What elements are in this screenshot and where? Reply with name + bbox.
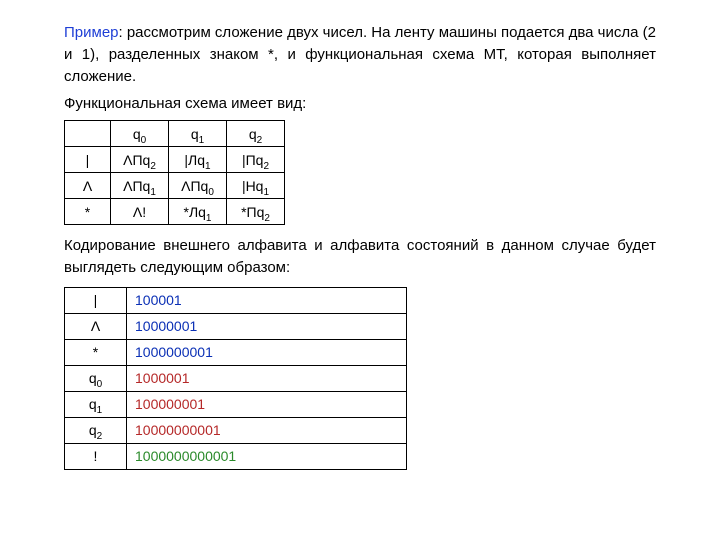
coding-value: 1000001 xyxy=(127,365,407,391)
table-row: q0 1000001 xyxy=(65,365,407,391)
schema-cell: |Нq1 xyxy=(227,173,285,199)
table-row: q1 100000001 xyxy=(65,391,407,417)
page: Пример: рассмотрим сложение двух чисел. … xyxy=(0,0,720,494)
schema-cell: Λ xyxy=(65,173,111,199)
schema-caption: Функциональная схема имеет вид: xyxy=(64,95,656,112)
schema-cell: *Лq1 xyxy=(169,199,227,225)
table-row: Λ 10000001 xyxy=(65,313,407,339)
table-row: | ΛПq2 |Лq1 |Пq2 xyxy=(65,147,285,173)
schema-cell: Λ! xyxy=(111,199,169,225)
coding-value: 1000000001 xyxy=(127,339,407,365)
table-row: * 1000000001 xyxy=(65,339,407,365)
intro-paragraph: Пример: рассмотрим сложение двух чисел. … xyxy=(64,22,656,87)
schema-header-cell: q2 xyxy=(227,121,285,147)
coding-key: | xyxy=(65,287,127,313)
coding-value: 100001 xyxy=(127,287,407,313)
table-row: * Λ! *Лq1 *Пq2 xyxy=(65,199,285,225)
coding-value: 10000000001 xyxy=(127,417,407,443)
schema-cell: | xyxy=(65,147,111,173)
coding-key: Λ xyxy=(65,313,127,339)
schema-header-cell xyxy=(65,121,111,147)
example-label: Пример xyxy=(64,24,119,41)
table-row: ! 1000000000001 xyxy=(65,443,407,469)
schema-cell: * xyxy=(65,199,111,225)
coding-value: 10000001 xyxy=(127,313,407,339)
coding-key: * xyxy=(65,339,127,365)
table-row: | 100001 xyxy=(65,287,407,313)
schema-cell: ΛПq0 xyxy=(169,173,227,199)
schema-table: q0 q1 q2 | ΛПq2 |Лq1 |Пq2 Λ ΛПq1 ΛПq0 |Н… xyxy=(64,120,285,225)
table-row: Λ ΛПq1 ΛПq0 |Нq1 xyxy=(65,173,285,199)
schema-header-cell: q0 xyxy=(111,121,169,147)
schema-cell: ΛПq1 xyxy=(111,173,169,199)
intro-text: : рассмотрим сложение двух чисел. На лен… xyxy=(64,24,656,85)
coding-paragraph: Кодирование внешнего алфавита и алфавита… xyxy=(64,235,656,279)
coding-value: 100000001 xyxy=(127,391,407,417)
schema-header-cell: q1 xyxy=(169,121,227,147)
schema-cell: *Пq2 xyxy=(227,199,285,225)
coding-value: 1000000000001 xyxy=(127,443,407,469)
coding-key: q2 xyxy=(65,417,127,443)
schema-cell: ΛПq2 xyxy=(111,147,169,173)
table-row: q2 10000000001 xyxy=(65,417,407,443)
coding-key: q1 xyxy=(65,391,127,417)
schema-cell: |Лq1 xyxy=(169,147,227,173)
coding-table: | 100001 Λ 10000001 * 1000000001 q0 1000… xyxy=(64,287,407,470)
table-row: q0 q1 q2 xyxy=(65,121,285,147)
schema-cell: |Пq2 xyxy=(227,147,285,173)
coding-key: ! xyxy=(65,443,127,469)
coding-key: q0 xyxy=(65,365,127,391)
